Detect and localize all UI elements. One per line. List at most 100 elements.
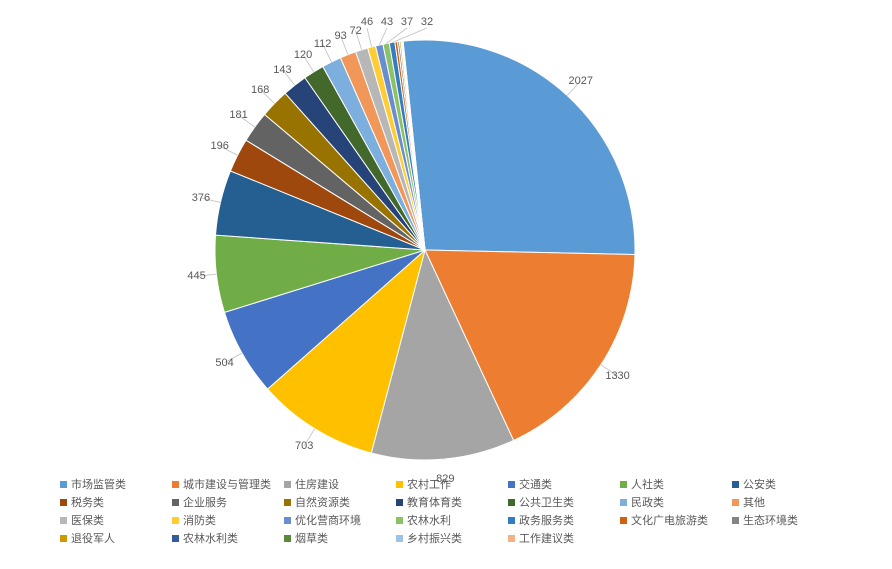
- pie-chart: 2027133082970350444537619618116814312011…: [0, 0, 892, 460]
- legend-swatch: [60, 517, 67, 524]
- legend-label: 文化广电旅游类: [631, 512, 708, 528]
- legend-swatch: [60, 535, 67, 542]
- legend-item: 自然资源类: [284, 493, 396, 511]
- legend-item: 农林水利类: [172, 529, 284, 547]
- legend-swatch: [508, 535, 515, 542]
- chart-legend: 市场监管类 城市建设与管理类 住房建设 农村工作 交通类 人社类 公安类税务类 企业服务 自然资…: [60, 475, 880, 547]
- legend-swatch: [620, 517, 627, 524]
- legend-label: 退役军人: [71, 530, 115, 546]
- legend-item: 市场监管类: [60, 475, 172, 493]
- legend-swatch: [732, 517, 739, 524]
- slice-value-label: 181: [229, 109, 247, 121]
- legend-label: 农林水利: [407, 512, 451, 528]
- legend-item: 教育体育类: [396, 493, 508, 511]
- legend-label: 教育体育类: [407, 494, 462, 510]
- legend-swatch: [508, 499, 515, 506]
- legend-label: 住房建设: [295, 476, 339, 492]
- legend-swatch: [732, 481, 739, 488]
- legend-swatch: [284, 499, 291, 506]
- legend-item: 乡村振兴类: [396, 529, 508, 547]
- legend-label: 人社类: [631, 476, 664, 492]
- legend-swatch: [396, 517, 403, 524]
- slice-value-label: 46: [361, 16, 373, 28]
- legend-label: 医保类: [71, 512, 104, 528]
- legend-item: 住房建设: [284, 475, 396, 493]
- legend-swatch: [172, 481, 179, 488]
- slice-value-label: 504: [215, 357, 233, 369]
- legend-swatch: [508, 481, 515, 488]
- legend-swatch: [284, 481, 291, 488]
- legend-swatch: [172, 517, 179, 524]
- legend-swatch: [60, 481, 67, 488]
- slice-value-label: 37: [401, 16, 413, 28]
- legend-label: 消防类: [183, 512, 216, 528]
- legend-item: 民政类: [620, 493, 732, 511]
- legend-swatch: [284, 517, 291, 524]
- slice-value-label: 120: [294, 49, 312, 61]
- legend-item: 消防类: [172, 511, 284, 529]
- slice-value-label: 196: [211, 140, 229, 152]
- legend-label: 烟草类: [295, 530, 328, 546]
- legend-label: 乡村振兴类: [407, 530, 462, 546]
- legend-swatch: [396, 535, 403, 542]
- legend-item: 生态环境类: [732, 511, 844, 529]
- legend-item: 税务类: [60, 493, 172, 511]
- legend-label: 城市建设与管理类: [183, 476, 271, 492]
- legend-item: 农村工作: [396, 475, 508, 493]
- legend-item: 烟草类: [284, 529, 396, 547]
- pie-svg: [0, 0, 892, 460]
- slice-value-label: 168: [251, 84, 269, 96]
- pie-slice: [403, 40, 635, 255]
- legend-label: 农林水利类: [183, 530, 238, 546]
- legend-label: 农村工作: [407, 476, 451, 492]
- legend-label: 公安类: [743, 476, 776, 492]
- legend-item: 优化营商环境: [284, 511, 396, 529]
- legend-label: 优化营商环境: [295, 512, 361, 528]
- slice-value-label: 2027: [568, 75, 592, 87]
- legend-item: 企业服务: [172, 493, 284, 511]
- slice-value-label: 1330: [605, 370, 629, 382]
- legend-item: 城市建设与管理类: [172, 475, 284, 493]
- slice-value-label: 445: [187, 270, 205, 282]
- legend-item: 医保类: [60, 511, 172, 529]
- legend-swatch: [732, 499, 739, 506]
- legend-item: 其他: [732, 493, 844, 511]
- legend-label: 企业服务: [183, 494, 227, 510]
- legend-label: 生态环境类: [743, 512, 798, 528]
- legend-swatch: [60, 499, 67, 506]
- legend-item: 文化广电旅游类: [620, 511, 732, 529]
- legend-swatch: [284, 535, 291, 542]
- legend-swatch: [172, 499, 179, 506]
- legend-item: 人社类: [620, 475, 732, 493]
- slice-value-label: 112: [314, 38, 332, 50]
- legend-label: 民政类: [631, 494, 664, 510]
- legend-label: 自然资源类: [295, 494, 350, 510]
- slice-value-label: 143: [273, 64, 291, 76]
- legend-label: 市场监管类: [71, 476, 126, 492]
- legend-swatch: [508, 517, 515, 524]
- legend-label: 公共卫生类: [519, 494, 574, 510]
- legend-item: 公安类: [732, 475, 844, 493]
- slice-value-label: 43: [381, 16, 393, 28]
- legend-item: 交通类: [508, 475, 620, 493]
- legend-label: 交通类: [519, 476, 552, 492]
- legend-swatch: [396, 481, 403, 488]
- slice-value-label: 93: [335, 30, 347, 42]
- slice-value-label: 72: [349, 25, 361, 37]
- slice-value-label: 376: [192, 192, 210, 204]
- legend-label: 税务类: [71, 494, 104, 510]
- legend-item: 公共卫生类: [508, 493, 620, 511]
- legend-label: 其他: [743, 494, 765, 510]
- legend-swatch: [620, 499, 627, 506]
- legend-label: 政务服务类: [519, 512, 574, 528]
- legend-item: 政务服务类: [508, 511, 620, 529]
- legend-swatch: [396, 499, 403, 506]
- legend-item: 退役军人: [60, 529, 172, 547]
- legend-swatch: [620, 481, 627, 488]
- slice-value-label: 703: [295, 440, 313, 452]
- legend-label: 工作建议类: [519, 530, 574, 546]
- legend-item: 工作建议类: [508, 529, 620, 547]
- slice-value-label: 32: [421, 16, 433, 28]
- legend-swatch: [172, 535, 179, 542]
- legend-item: 农林水利: [396, 511, 508, 529]
